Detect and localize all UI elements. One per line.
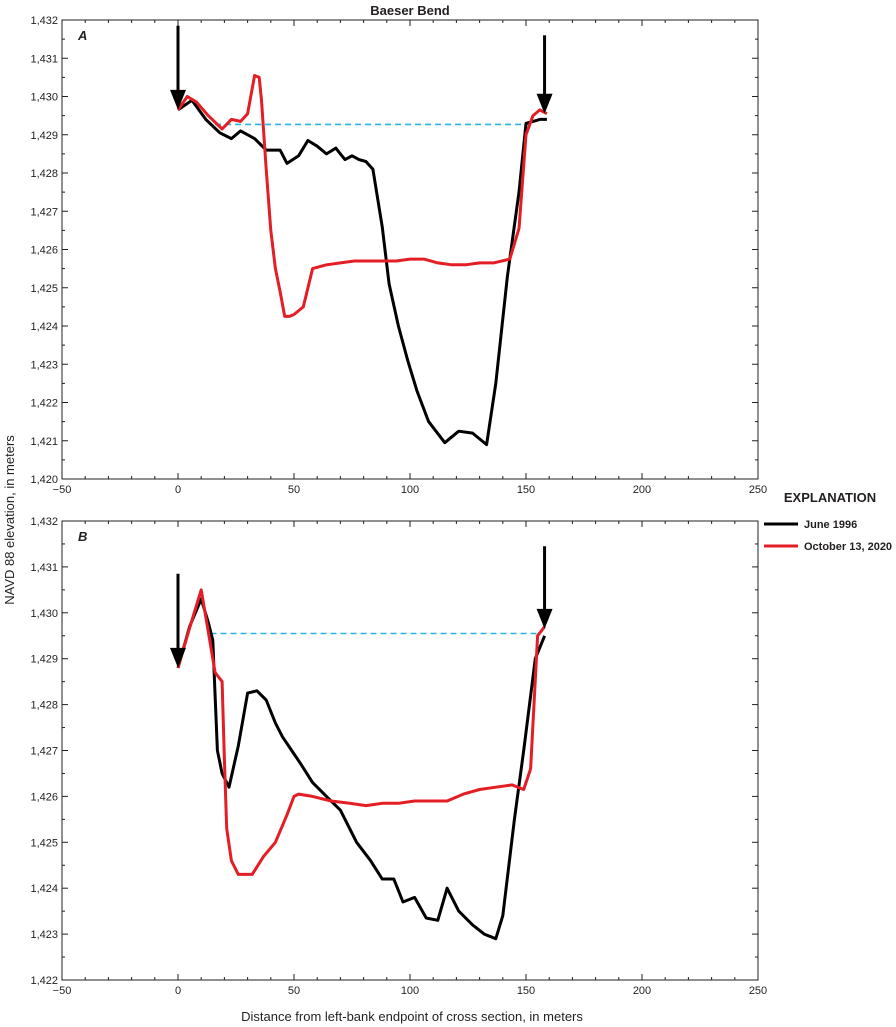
panel-a-arrow-head bbox=[536, 93, 553, 114]
panel-a-y-tick-label: 1,430 bbox=[30, 92, 58, 104]
panel-b-y-tick-label: 1,425 bbox=[30, 837, 58, 849]
panel-b-y-tick-label: 1,424 bbox=[30, 883, 58, 895]
panel-b-y-tick-label: 1,426 bbox=[30, 791, 58, 803]
panel-a-y-tick-label: 1,428 bbox=[30, 168, 58, 180]
panel-a-y-tick-label: 1,426 bbox=[30, 245, 58, 257]
panel-a-chart: −50 0 50 100 150 200 250 1,420 1,421 1,422 1,423 1,… bbox=[30, 15, 767, 496]
panel-b-y-tick-label: 1,428 bbox=[30, 700, 58, 712]
panel-b-x-tick-label: 100 bbox=[401, 985, 419, 997]
panel-a-y-tick-label: 1,425 bbox=[30, 283, 58, 295]
panel-a-x-tick-label: 100 bbox=[401, 484, 419, 496]
panel-a-x-tick-label: 150 bbox=[517, 484, 535, 496]
panel-b-y-tick-label: 1,429 bbox=[30, 654, 58, 666]
legend-label-june-1996: June 1996 bbox=[804, 519, 857, 531]
panel-b-x-tick-label: 200 bbox=[633, 985, 651, 997]
panel-a-y-tick-label: 1,427 bbox=[30, 206, 58, 218]
legend: EXPLANATION June 1996 October 13, 2020 bbox=[764, 490, 892, 553]
panel-a-arrow-head bbox=[170, 89, 186, 110]
panel-b-y-tick-label: 1,430 bbox=[30, 608, 58, 620]
panel-a-y-tick-label: 1,423 bbox=[30, 359, 58, 371]
panel-a-series-october-13-2020 bbox=[176, 74, 548, 318]
panel-a-x-tick-label: −50 bbox=[53, 484, 72, 496]
panel-b-label: B bbox=[78, 529, 87, 544]
panel-b-y-tick-label: 1,431 bbox=[30, 562, 58, 574]
panel-a-y-tick-label: 1,422 bbox=[30, 398, 58, 410]
panel-a-y-tick-label: 1,424 bbox=[30, 321, 58, 333]
y-axis-label: NAVD 88 elevation, in meters bbox=[2, 435, 17, 605]
panel-b-x-tick-label: 50 bbox=[288, 985, 300, 997]
panel-b-arrow-head bbox=[536, 608, 553, 629]
panel-b-y-tick-label: 1,427 bbox=[30, 746, 58, 758]
panel-a-plot-frame bbox=[61, 19, 759, 480]
panel-b-x-tick-label: 250 bbox=[749, 985, 767, 997]
figure-title: Baeser Bend bbox=[370, 3, 450, 18]
panel-a-y-tick-label: 1,429 bbox=[30, 130, 58, 142]
x-axis-label: Distance from left-bank endpoint of cros… bbox=[241, 1009, 583, 1024]
panel-b-arrow-head bbox=[170, 647, 186, 668]
panel-a-y-tick-label: 1,421 bbox=[30, 436, 58, 448]
panel-a-x-tick-label: 0 bbox=[175, 484, 181, 496]
panel-b-y-tick-label: 1,422 bbox=[30, 975, 58, 987]
panel-b-y-tick-label: 1,432 bbox=[30, 516, 58, 528]
panel-a-y-tick-label: 1,420 bbox=[30, 474, 58, 486]
panel-a-label: A bbox=[77, 28, 87, 43]
panel-b-x-tick-label: 150 bbox=[517, 985, 535, 997]
panel-a-x-tick-label: 250 bbox=[749, 484, 767, 496]
panel-b-x-tick-label: −50 bbox=[53, 985, 72, 997]
panel-b-series-june-1996 bbox=[176, 597, 546, 941]
panel-a-x-tick-label: 200 bbox=[633, 484, 651, 496]
panel-a-y-tick-label: 1,431 bbox=[30, 53, 58, 65]
panel-b-plot-frame bbox=[61, 520, 759, 981]
panel-a-series-june-1996 bbox=[177, 98, 547, 447]
panel-b-chart: −50 0 50 100 150 200 250 1,422 1,423 1,424 1,425 1,… bbox=[30, 516, 767, 997]
legend-label-october-13-2020: October 13, 2020 bbox=[804, 541, 892, 553]
legend-title: EXPLANATION bbox=[784, 490, 876, 505]
panel-a-x-tick-label: 50 bbox=[288, 484, 300, 496]
panel-b-series-october-13-2020 bbox=[176, 588, 546, 876]
panel-b-x-tick-label: 0 bbox=[175, 985, 181, 997]
panel-a-y-tick-label: 1,432 bbox=[30, 15, 58, 27]
panel-b-y-tick-label: 1,423 bbox=[30, 929, 58, 941]
